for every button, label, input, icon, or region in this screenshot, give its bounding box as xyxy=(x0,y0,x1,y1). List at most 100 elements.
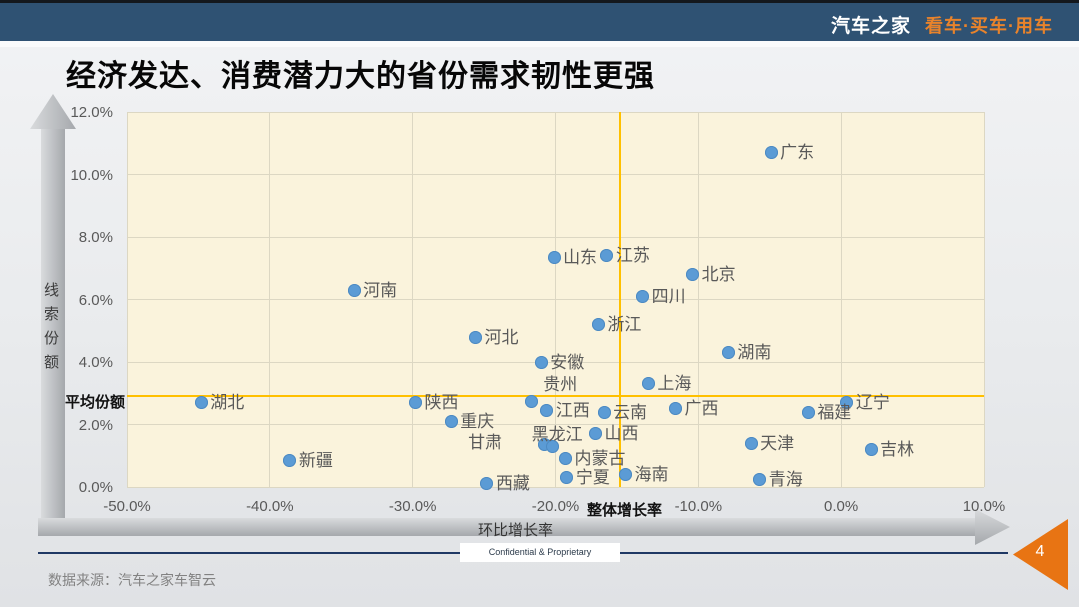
y-tick-label: 6.0% xyxy=(78,291,113,309)
page-number: 4 xyxy=(1035,543,1045,560)
x-axis-arrow-shaft xyxy=(38,518,976,536)
data-point xyxy=(444,414,458,428)
data-point-label: 湖南 xyxy=(737,343,772,363)
data-point xyxy=(721,346,735,360)
data-point xyxy=(469,330,482,344)
data-point-label: 江西 xyxy=(555,400,590,420)
data-point xyxy=(591,318,605,331)
data-point-label: 河北 xyxy=(484,327,519,347)
data-point xyxy=(588,427,602,441)
data-point-label: 广西 xyxy=(684,399,719,419)
overall-growth-label: 整体增长率 xyxy=(587,502,663,519)
data-point xyxy=(753,472,767,486)
grid-line-horizontal xyxy=(127,486,984,488)
data-point-label: 青海 xyxy=(768,469,803,489)
data-point-label: 海南 xyxy=(634,465,669,484)
data-point xyxy=(194,396,208,410)
data-point xyxy=(744,436,758,450)
brand-tagline: 看车·买车·用车 xyxy=(925,16,1053,36)
data-point-label: 西藏 xyxy=(495,474,530,494)
header-brand: 汽车之家 看车·买车·用车 xyxy=(831,11,1053,38)
data-point xyxy=(558,452,572,466)
autohome-logo: 汽车之家 xyxy=(830,16,911,37)
data-point-label: 湖北 xyxy=(210,393,245,413)
grid-line-horizontal xyxy=(127,111,984,113)
grid-line-horizontal xyxy=(127,299,984,300)
grid-line-horizontal xyxy=(127,424,984,425)
data-point-label: 陕西 xyxy=(424,393,459,413)
data-point xyxy=(840,396,854,410)
data-point xyxy=(641,377,655,391)
overall-growth-reference-line xyxy=(618,112,621,487)
avg-share-reference-line xyxy=(127,395,984,398)
data-point xyxy=(801,405,815,419)
data-point xyxy=(540,403,554,417)
x-tick-label: -20.0% xyxy=(531,498,580,515)
data-point-label: 甘肃 xyxy=(468,433,503,453)
slide-title: 经济发达、消费潜力大的省份需求韧性更强 xyxy=(66,60,655,93)
data-point-label: 天津 xyxy=(760,433,795,453)
data-point xyxy=(600,249,614,263)
y-tick-label: 0.0% xyxy=(78,479,113,496)
y-tick-label: 8.0% xyxy=(78,229,113,246)
data-point-label: 内蒙古 xyxy=(574,449,626,469)
data-source-note: 数据来源：汽车之家车智云 xyxy=(48,572,216,588)
grid-line-horizontal xyxy=(127,236,984,238)
x-tick-label: -10.0% xyxy=(674,498,723,515)
data-point-label: 北京 xyxy=(701,265,736,284)
data-point xyxy=(480,477,494,491)
y-axis-title: 线索份额 xyxy=(42,282,59,378)
avg-share-label: 平均份额 xyxy=(64,394,125,411)
data-point-label: 广东 xyxy=(780,143,815,163)
grid-line-vertical xyxy=(983,112,985,487)
data-point-label: 江苏 xyxy=(615,246,650,266)
data-point xyxy=(764,146,778,160)
data-point-label: 辽宁 xyxy=(855,393,890,413)
data-point xyxy=(283,453,297,467)
data-point xyxy=(597,405,611,419)
y-tick-label: 4.0% xyxy=(78,354,113,371)
data-point xyxy=(618,468,632,481)
data-point-label: 山东 xyxy=(563,247,598,267)
data-point xyxy=(534,355,548,369)
x-tick-label: -30.0% xyxy=(388,498,437,515)
y-tick-label: 2.0% xyxy=(78,416,113,434)
data-point-label: 上海 xyxy=(657,374,692,394)
data-point-label: 安徽 xyxy=(550,352,585,372)
data-point-label: 贵州 xyxy=(543,374,578,394)
y-tick-label: 12.0% xyxy=(70,104,113,121)
data-point-label: 黑龙江 xyxy=(531,424,583,444)
header-divider xyxy=(0,41,1079,47)
data-point-label: 吉林 xyxy=(880,440,915,459)
data-point xyxy=(668,402,682,416)
grid-line-horizontal xyxy=(127,361,984,363)
data-point xyxy=(636,289,650,303)
x-tick-label: -40.0% xyxy=(246,498,294,515)
y-tick-label: 10.0% xyxy=(70,166,113,184)
data-point-label: 四川 xyxy=(651,286,686,306)
data-point-label: 浙江 xyxy=(607,315,642,334)
data-point-label: 新疆 xyxy=(298,450,333,470)
data-point-label: 重庆 xyxy=(460,411,495,431)
data-point-label: 宁夏 xyxy=(575,468,610,488)
data-point xyxy=(686,268,700,281)
data-point xyxy=(524,394,538,408)
data-point xyxy=(546,439,560,453)
header-bar: 汽车之家 看车·买车·用车 xyxy=(0,3,1079,41)
y-axis-arrow-shaft xyxy=(41,128,65,518)
data-point-label: 河南 xyxy=(363,280,398,300)
data-point-label: 福建 xyxy=(817,402,852,422)
grid-line-horizontal xyxy=(127,174,984,175)
data-point xyxy=(560,471,574,485)
x-tick-label: 0.0% xyxy=(824,498,859,515)
data-point xyxy=(864,443,878,456)
top-strip xyxy=(0,0,1079,3)
data-point-label: 山西 xyxy=(604,424,639,444)
x-axis-title: 环比增长率 xyxy=(478,522,554,539)
data-point-label: 云南 xyxy=(613,402,648,422)
data-point xyxy=(347,283,361,297)
data-point xyxy=(547,250,561,264)
confidential-badge: Confidential & Proprietary xyxy=(460,543,620,562)
x-tick-label: -50.0% xyxy=(103,498,151,515)
